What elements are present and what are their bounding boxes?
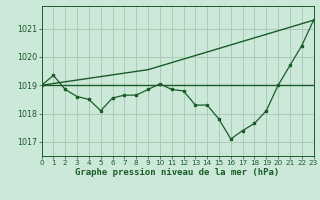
X-axis label: Graphe pression niveau de la mer (hPa): Graphe pression niveau de la mer (hPa) — [76, 168, 280, 177]
